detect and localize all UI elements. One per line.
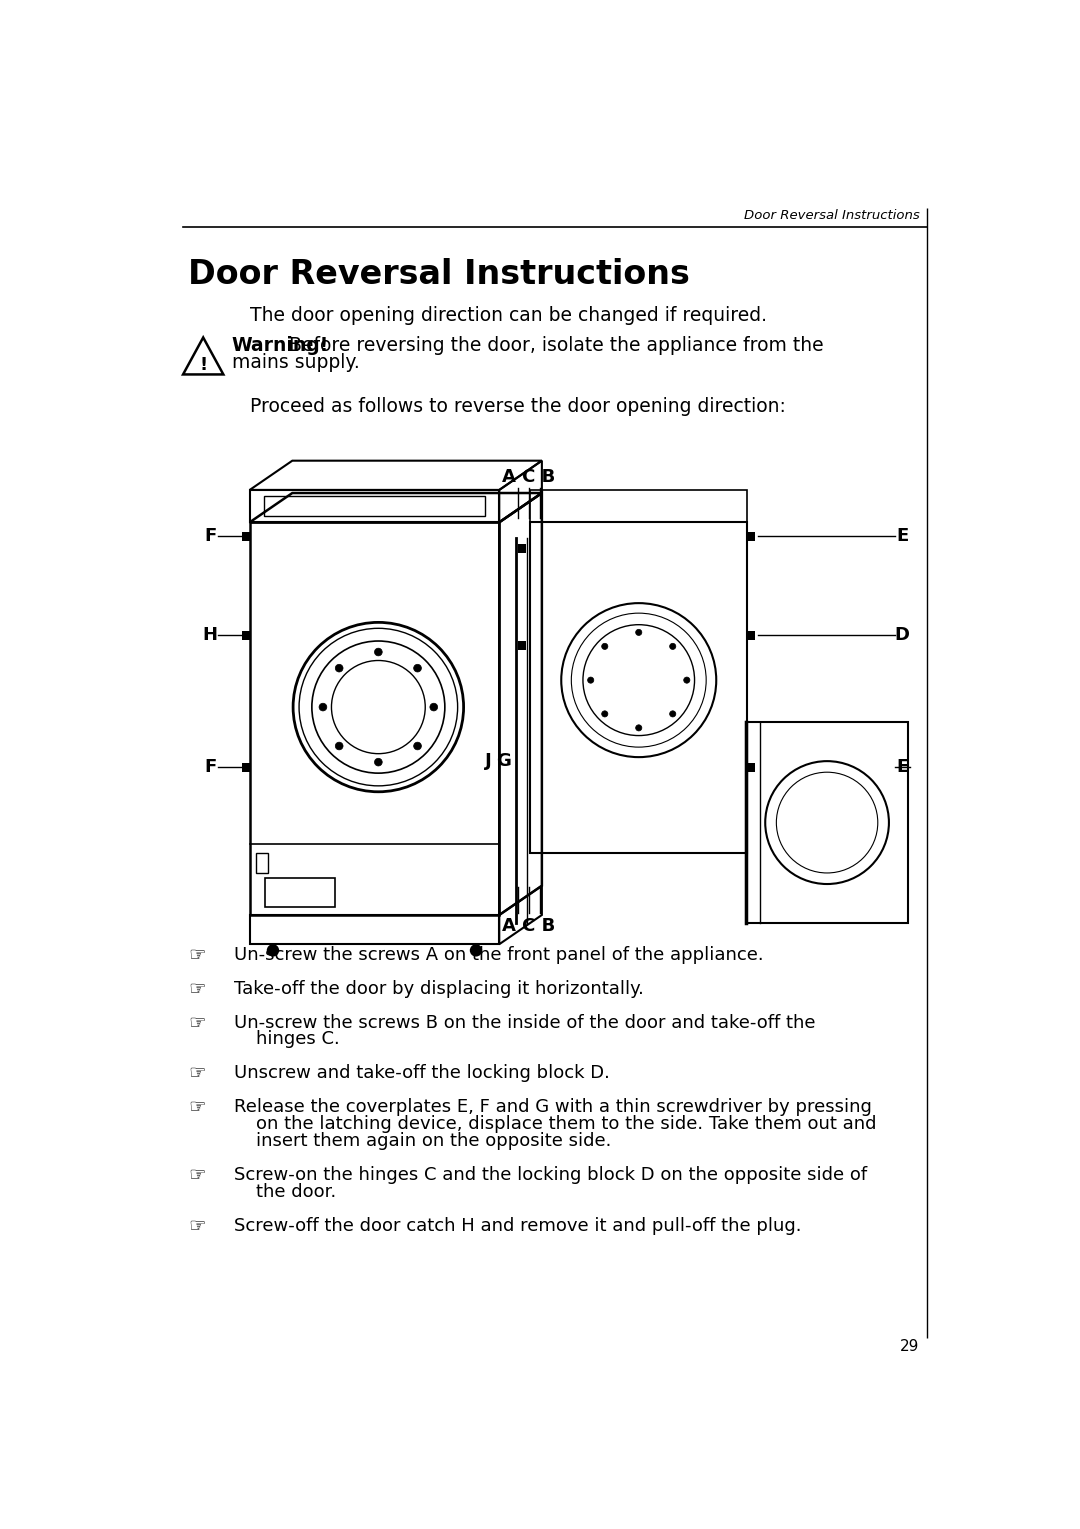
Bar <box>530 489 747 523</box>
Circle shape <box>636 630 642 636</box>
Text: !: ! <box>199 356 207 375</box>
Circle shape <box>430 703 437 711</box>
Bar <box>242 631 252 641</box>
Bar <box>266 878 335 907</box>
Text: ☞: ☞ <box>188 1064 206 1084</box>
Circle shape <box>335 664 343 673</box>
Text: Take-off the door by displacing it horizontally.: Take-off the door by displacing it horiz… <box>234 980 644 997</box>
Text: on the latching device, displace them to the side. Take them out and: on the latching device, displace them to… <box>256 1115 876 1133</box>
Text: Before reversing the door, isolate the appliance from the: Before reversing the door, isolate the a… <box>283 336 824 355</box>
Circle shape <box>414 742 421 749</box>
Text: F: F <box>204 528 216 546</box>
Circle shape <box>375 758 382 766</box>
Text: E: E <box>896 528 908 546</box>
Text: J G: J G <box>485 752 513 771</box>
Bar <box>530 523 747 853</box>
Circle shape <box>670 644 676 650</box>
Circle shape <box>335 742 343 749</box>
Text: ☞: ☞ <box>188 980 206 998</box>
Text: H: H <box>203 627 218 644</box>
Text: ☞: ☞ <box>188 946 206 965</box>
Text: Un-screw the screws B on the inside of the door and take-off the: Un-screw the screws B on the inside of t… <box>234 1014 815 1032</box>
Bar <box>745 532 755 541</box>
Text: ☞: ☞ <box>188 1014 206 1032</box>
Text: Warning!: Warning! <box>232 336 329 355</box>
Bar <box>264 495 485 517</box>
Text: Screw-off the door catch H and remove it and pull-off the plug.: Screw-off the door catch H and remove it… <box>234 1217 801 1235</box>
Bar <box>256 853 268 873</box>
Text: ☞: ☞ <box>188 1217 206 1235</box>
Text: insert them again on the opposite side.: insert them again on the opposite side. <box>256 1131 611 1150</box>
Text: Un-screw the screws A on the front panel of the appliance.: Un-screw the screws A on the front panel… <box>234 946 764 963</box>
Bar <box>745 631 755 641</box>
Bar <box>745 763 755 772</box>
Text: E: E <box>896 758 908 777</box>
Text: ☞: ☞ <box>188 1098 206 1118</box>
Bar <box>517 641 526 650</box>
Text: A C B: A C B <box>502 917 555 936</box>
Text: A C B: A C B <box>502 468 555 486</box>
Bar <box>517 544 526 553</box>
Text: the door.: the door. <box>256 1183 336 1200</box>
Circle shape <box>602 644 608 650</box>
Text: D: D <box>894 627 909 644</box>
Text: F: F <box>204 758 216 777</box>
Circle shape <box>414 664 421 673</box>
Text: mains supply.: mains supply. <box>232 353 360 372</box>
Circle shape <box>636 725 642 731</box>
Text: 29: 29 <box>900 1339 919 1353</box>
Text: Proceed as follows to reverse the door opening direction:: Proceed as follows to reverse the door o… <box>249 398 785 416</box>
Circle shape <box>267 945 279 957</box>
Text: The door opening direction can be changed if required.: The door opening direction can be change… <box>249 306 767 326</box>
Text: Screw-on the hinges C and the locking block D on the opposite side of: Screw-on the hinges C and the locking bl… <box>234 1167 867 1183</box>
Bar <box>249 914 499 945</box>
Circle shape <box>684 677 690 683</box>
Circle shape <box>470 945 482 957</box>
Text: hinges C.: hinges C. <box>256 1031 339 1049</box>
Text: Unscrew and take-off the locking block D.: Unscrew and take-off the locking block D… <box>234 1064 610 1083</box>
Text: Door Reversal Instructions: Door Reversal Instructions <box>743 209 919 222</box>
Circle shape <box>602 711 608 717</box>
Circle shape <box>319 703 327 711</box>
Text: Door Reversal Instructions: Door Reversal Instructions <box>188 258 689 291</box>
Circle shape <box>375 648 382 656</box>
Text: Release the coverplates E, F and G with a thin screwdriver by pressing: Release the coverplates E, F and G with … <box>234 1098 872 1116</box>
Bar <box>242 532 252 541</box>
Circle shape <box>588 677 594 683</box>
Bar <box>242 763 252 772</box>
Text: ☞: ☞ <box>188 1167 206 1185</box>
Bar <box>745 723 908 922</box>
Bar <box>249 523 499 914</box>
Circle shape <box>670 711 676 717</box>
